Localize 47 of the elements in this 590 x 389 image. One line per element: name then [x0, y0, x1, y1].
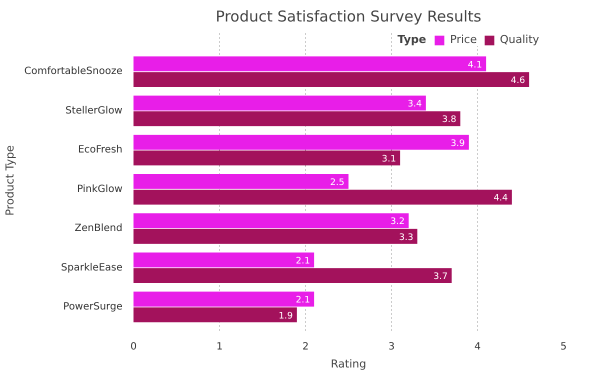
- x-tick-label: 1: [216, 342, 223, 352]
- y-tick-label: PinkGlow: [76, 184, 123, 195]
- bar: [134, 292, 314, 307]
- data-label: 2.1: [296, 256, 310, 266]
- x-tick-label: 4: [474, 342, 481, 352]
- y-tick-label: EcoFresh: [78, 144, 123, 156]
- bar: [134, 96, 426, 110]
- y-tick-label: ComfortableSnooze: [24, 66, 123, 78]
- bar: [134, 56, 486, 72]
- legend-label: Quality: [500, 33, 540, 46]
- data-label: 3.4: [408, 100, 422, 110]
- data-label: 2.1: [296, 296, 310, 306]
- data-label: 3.9: [450, 138, 466, 149]
- data-label: 3.7: [433, 272, 448, 282]
- data-label: 1.9: [278, 311, 294, 322]
- y-tick-label: ZenBlend: [74, 223, 123, 234]
- bar: [134, 190, 512, 205]
- bar: [134, 134, 469, 150]
- bar: [134, 150, 400, 166]
- y-tick-label: PowerSurge: [63, 301, 123, 312]
- legend-title: Type: [398, 33, 426, 46]
- data-label: 4.4: [494, 194, 508, 204]
- data-label: 3.3: [398, 232, 414, 243]
- bar: [134, 174, 348, 189]
- data-label: 4.1: [468, 60, 482, 70]
- y-tick-label: StellerGlow: [65, 105, 123, 116]
- y-tick-label: SparkleEase: [61, 262, 123, 274]
- bar: [134, 228, 418, 244]
- bar: [134, 268, 452, 284]
- data-label: 4.6: [510, 76, 526, 86]
- bar: [134, 252, 314, 268]
- y-axis-title: Product Type: [3, 145, 16, 216]
- chart-title: Product Satisfaction Survey Results: [216, 8, 482, 26]
- x-tick-label: 2: [302, 342, 309, 352]
- data-label: 2.5: [330, 178, 345, 188]
- x-tick-label: 3: [388, 342, 395, 352]
- data-label: 3.2: [390, 217, 405, 228]
- x-tick-label: 0: [130, 342, 137, 352]
- bar: [134, 213, 409, 228]
- bar: [134, 72, 530, 87]
- data-label: 3.1: [382, 154, 396, 164]
- x-axis-title: Rating: [330, 358, 366, 370]
- legend-label: Price: [450, 33, 477, 46]
- data-label: 3.8: [442, 115, 457, 126]
- x-tick-label: 5: [560, 342, 567, 352]
- bar: [134, 111, 460, 126]
- bar: [134, 307, 297, 322]
